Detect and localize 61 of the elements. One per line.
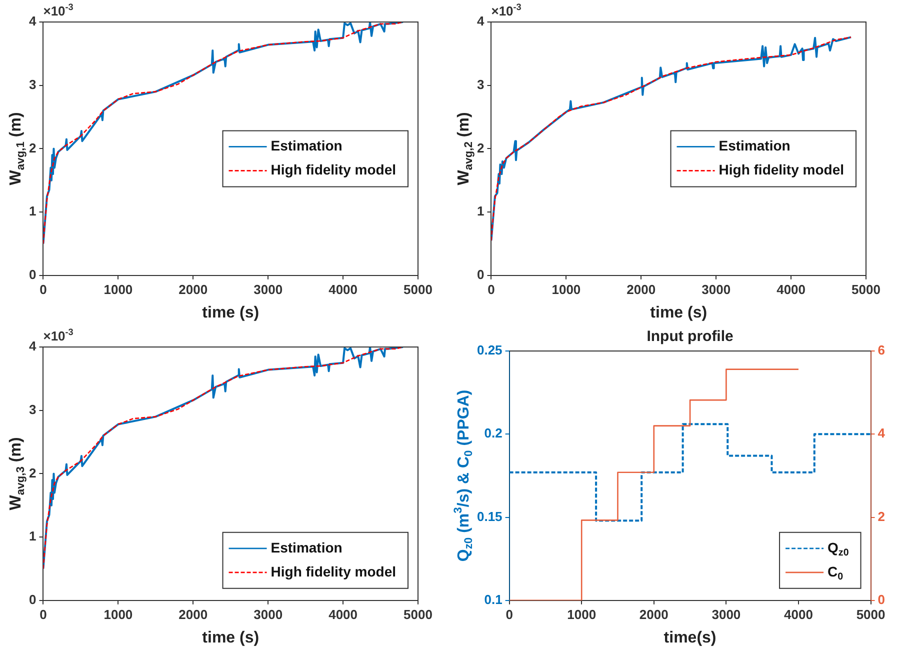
y-tick-label: 0.25 <box>476 342 502 358</box>
y-tick-label: 0 <box>476 266 484 282</box>
chart-title: Input profile <box>646 328 734 346</box>
x-tick-label: 2000 <box>178 282 208 297</box>
x-tick-label: 3000 <box>712 606 741 622</box>
y-tick-label: 0.2 <box>484 426 502 441</box>
x-tick-label: 1000 <box>104 282 133 297</box>
x-tick-label: 4000 <box>784 606 813 622</box>
y-tick-label: 4 <box>28 338 37 354</box>
y-tick-label: 0.1 <box>484 592 502 607</box>
x-tick-label: 5000 <box>404 282 432 297</box>
x-tick-label: 4000 <box>328 282 358 297</box>
y-tick-label: 1 <box>476 204 484 219</box>
y-tick-label: 1 <box>28 528 36 544</box>
x-tick-label: 2000 <box>178 606 208 622</box>
y-tick-label: 2 <box>28 140 36 156</box>
legend-label: High fidelity model <box>270 162 396 178</box>
y-tick-label: 3 <box>476 76 484 92</box>
y-tick-label: 3 <box>28 402 36 417</box>
x-tick-label: 0 <box>40 282 47 297</box>
y-tick-label: 4 <box>476 14 485 29</box>
x-tick-label: 1000 <box>104 606 133 622</box>
y2-tick-label: 4 <box>878 426 886 441</box>
legend-label: Estimation <box>270 138 342 154</box>
x-tick-label: 2000 <box>639 606 668 622</box>
x-tick-label: 1000 <box>567 606 596 622</box>
y2-tick-label: 2 <box>878 508 886 524</box>
x-axis-title: time (s) <box>202 304 260 322</box>
legend-label: High fidelity model <box>718 162 844 178</box>
x-axis-title: time(s) <box>664 629 716 646</box>
y-tick-label: 3 <box>28 76 36 92</box>
y-tick-label: 1 <box>28 204 36 219</box>
y2-tick-label: 0 <box>878 592 886 607</box>
x-tick-label: 3000 <box>702 282 731 297</box>
legend-label: Estimation <box>718 138 790 154</box>
y-tick-label: 0 <box>28 266 36 282</box>
legend-label: High fidelity model <box>270 563 396 580</box>
x-tick-label: 2000 <box>626 282 656 297</box>
x-axis-title: time (s) <box>650 304 708 322</box>
y-axis-title: Wavg,3 (m) <box>7 437 27 510</box>
x-tick-label: 0 <box>506 606 513 622</box>
x-tick-label: 5000 <box>404 606 432 622</box>
y-tick-label: 2 <box>28 465 36 480</box>
y-tick-label: 2 <box>476 140 484 156</box>
legend-label: Estimation <box>270 539 342 556</box>
y-tick-label: 4 <box>28 14 37 29</box>
x-tick-label: 4000 <box>328 606 358 622</box>
y-tick-label: 0.15 <box>476 508 502 524</box>
y-tick-label: 0 <box>28 592 36 607</box>
x-axis-title: time (s) <box>202 629 260 646</box>
x-tick-label: 3000 <box>254 606 283 622</box>
x-tick-label: 1000 <box>552 282 581 297</box>
x-tick-label: 0 <box>40 606 47 622</box>
x-tick-label: 4000 <box>776 282 806 297</box>
y-axis-title: Qz0 (m3/s) & C0 (PPGA) <box>452 390 475 562</box>
x-tick-label: 5000 <box>852 282 880 297</box>
x-tick-label: 3000 <box>254 282 283 297</box>
y-axis-title: Wavg,2 (m) <box>455 112 475 186</box>
x-tick-label: 5000 <box>856 606 886 622</box>
y2-tick-label: 6 <box>878 342 886 358</box>
y-axis-title: Wavg,1 (m) <box>7 112 27 186</box>
